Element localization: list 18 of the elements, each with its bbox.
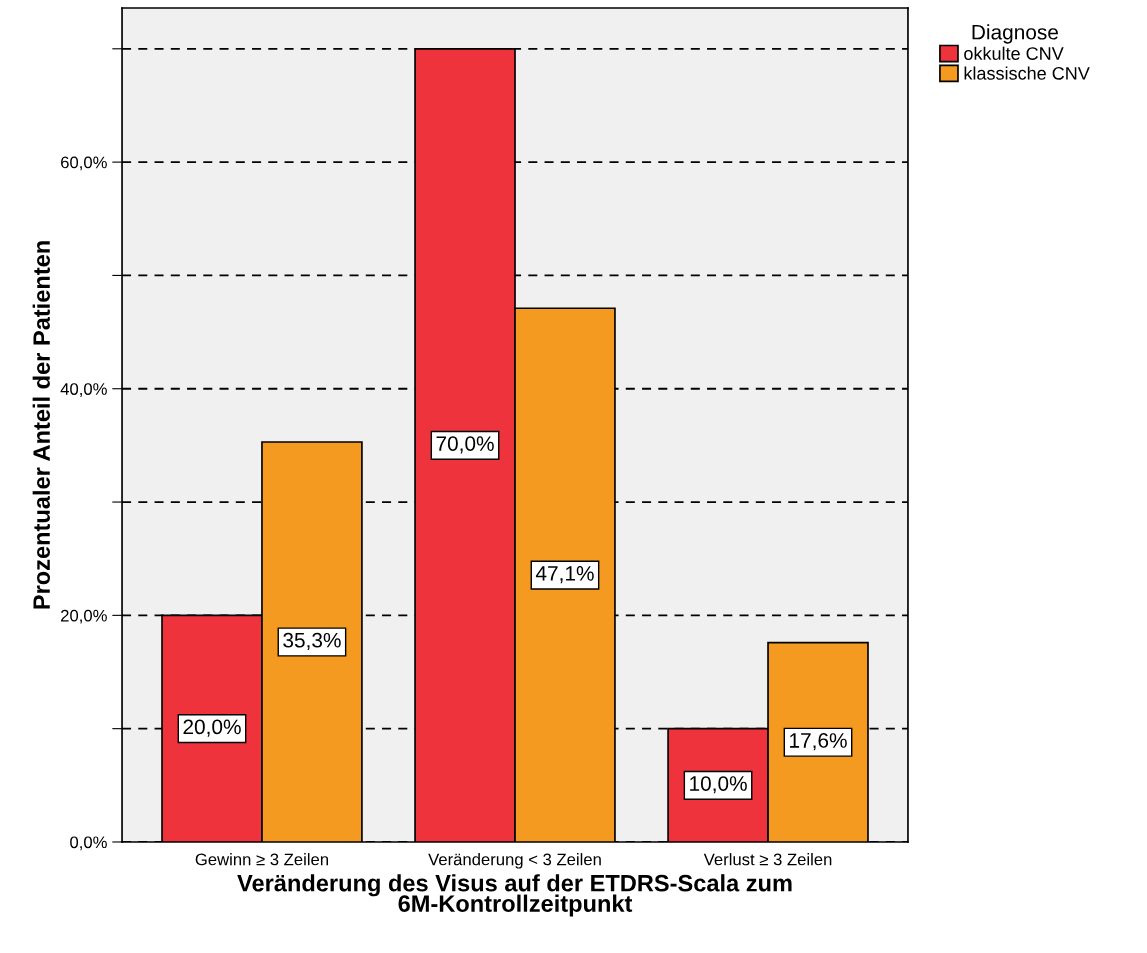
data-label: 10,0%: [690, 776, 747, 794]
x-tick-label: Veränderung < 3 Zeilen: [428, 853, 601, 869]
legend-label: klassische CNV: [964, 66, 1090, 80]
y-tick-label: 40,0%: [60, 383, 107, 397]
legend-label: okkulte CNV: [964, 46, 1064, 60]
data-label: 70,0%: [436, 436, 494, 454]
x-axis-title: Veränderung des Visus auf der ETDRS-Scala zum 6M-Kontrollzeitpunkt: [237, 874, 792, 917]
data-label: 20,0%: [183, 719, 241, 737]
data-label: 47,1%: [535, 566, 594, 584]
y-tick-label: 20,0%: [61, 609, 107, 624]
data-label: 35,3%: [283, 632, 341, 651]
x-tick-label: Verlust ≥ 3 Zeilen: [703, 853, 832, 866]
y-tick-label: 60,0%: [61, 156, 107, 171]
y-axis-title: Prozentualer Anteil der Patienten: [32, 241, 50, 609]
x-tick-label: Gewinn ≥ 3 Zeilen: [195, 853, 328, 866]
y-tick-label: 0,0%: [70, 836, 107, 851]
legend-title: Diagnose: [972, 24, 1058, 44]
data-label: 17,6%: [790, 733, 847, 751]
